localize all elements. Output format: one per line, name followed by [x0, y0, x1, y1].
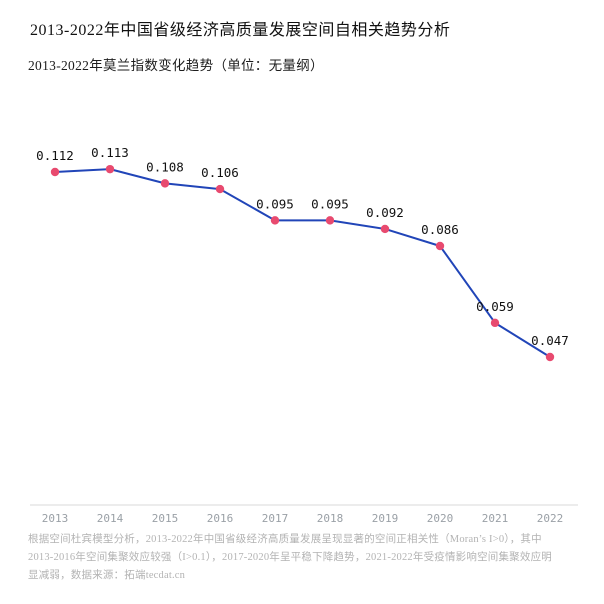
data-point-marker: [490, 318, 500, 328]
data-point-label: 0.095: [311, 196, 349, 211]
x-tick-label: 2022: [537, 512, 564, 525]
x-tick-label: 2020: [427, 512, 454, 525]
data-point-marker: [545, 352, 555, 362]
data-point-marker: [270, 216, 280, 225]
x-tick-label: 2018: [317, 512, 344, 525]
chart-subtitle: 2013-2022年莫兰指数变化趋势（单位：无量纲）: [28, 58, 324, 73]
data-point-marker: [380, 224, 390, 234]
data-point-marker: [435, 241, 445, 251]
data-point-label: 0.095: [256, 196, 294, 211]
x-tick-label: 2017: [262, 512, 289, 525]
page-title: 2013-2022年中国省级经济高质量发展空间自相关趋势分析: [30, 22, 451, 39]
data-point-label: 0.086: [421, 222, 459, 237]
data-point-label: 0.059: [476, 299, 514, 314]
data-point-label: 0.092: [366, 205, 404, 220]
data-point-marker: [160, 179, 170, 188]
data-point-label: 0.108: [146, 159, 184, 174]
x-tick-label: 2014: [97, 512, 124, 525]
trend-line: [54, 168, 551, 358]
data-point-label: 0.106: [201, 165, 239, 180]
data-point-marker: [325, 216, 335, 225]
x-tick-label: 2021: [482, 512, 509, 525]
x-tick-label: 2015: [152, 512, 179, 525]
data-point-marker: [50, 167, 60, 177]
data-point-label: 0.112: [36, 148, 74, 163]
footnote: 根据空间杜宾模型分析，2013-2022年中国省级经济高质量发展呈现显著的空间正…: [28, 534, 552, 582]
x-tick-label: 2016: [207, 512, 234, 525]
data-point-label: 0.047: [531, 333, 569, 348]
x-tick-label: 2013: [42, 512, 69, 525]
x-tick-label: 2019: [372, 512, 399, 525]
data-point-marker: [105, 164, 115, 174]
data-point-marker: [215, 184, 225, 194]
data-point-label: 0.113: [91, 145, 129, 160]
